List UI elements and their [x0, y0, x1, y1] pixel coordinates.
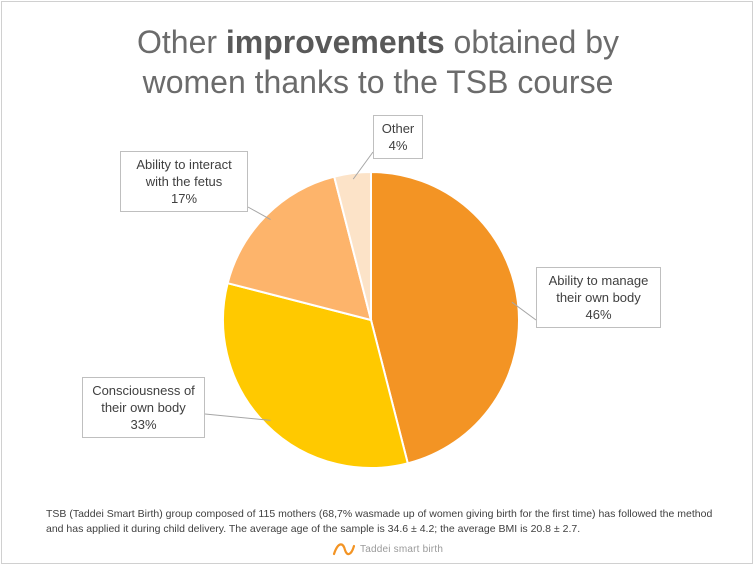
footnote: TSB (Taddei Smart Birth) group composed … — [46, 508, 713, 535]
slice-other — [332, 170, 372, 321]
callout-label-line: their own body — [101, 400, 186, 415]
callout-label-line: Consciousness of — [92, 383, 195, 398]
callout-label-line: Other — [381, 121, 415, 136]
leader-line — [247, 206, 271, 221]
title-line1-pre: Other — [136, 24, 226, 60]
callout-label-line: Ability to manage — [548, 273, 649, 288]
slice-ability-to-manage — [370, 170, 520, 465]
title-line2: women thanks to the TSB course — [142, 64, 614, 100]
leader-line — [204, 413, 271, 421]
logo-text: Taddei smart birth — [360, 543, 444, 555]
callout-percent: 46% — [585, 307, 612, 322]
callout-consciousness: Consciousness of their own body 33% — [82, 377, 205, 438]
slice-interact-fetus — [226, 175, 373, 322]
callout-other: Other 4% — [373, 115, 423, 159]
title-line1-post: obtained by — [444, 24, 619, 60]
chart-title: Other improvements obtained by women tha… — [2, 22, 754, 102]
title-line1-bold: improvements — [225, 24, 445, 60]
callout-percent: 17% — [170, 191, 198, 206]
leader-line — [511, 301, 537, 321]
slice-consciousness — [222, 281, 410, 469]
leader-line — [352, 151, 374, 180]
callout-interact-fetus: Ability to interact with the fetus 17% — [120, 151, 248, 212]
callout-label-line: Ability to interact — [136, 157, 232, 172]
callout-ability-to-manage: Ability to manage their own body 46% — [536, 267, 661, 328]
callout-label-line: with the fetus — [145, 174, 223, 189]
logo-wave-icon — [332, 543, 356, 556]
callout-percent: 4% — [388, 138, 408, 153]
callout-label-line: their own body — [556, 290, 641, 305]
logo: Taddei smart birth — [332, 539, 443, 559]
callout-percent: 33% — [130, 417, 157, 432]
